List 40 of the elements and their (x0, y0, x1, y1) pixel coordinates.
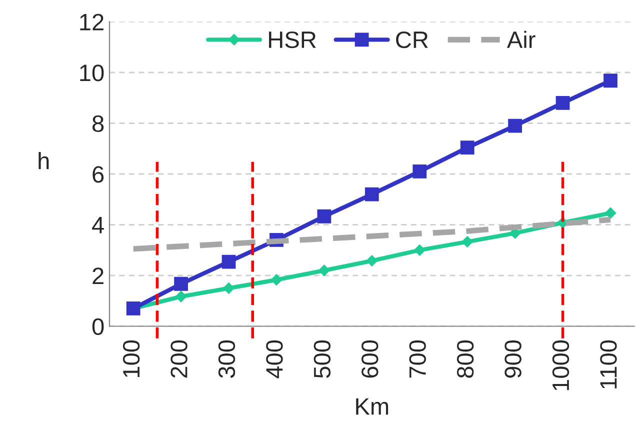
y-tick-label: 6 (92, 166, 104, 183)
point (270, 274, 282, 286)
point (364, 187, 379, 202)
point (174, 276, 188, 291)
legend-label: HSR (269, 31, 316, 48)
x-tick-label: 400 (266, 340, 283, 378)
x-tick-label: 500 (314, 340, 331, 378)
x-tick-label: 1000 (552, 340, 570, 390)
legend-label: CR (396, 31, 428, 48)
x-tick-label: 1100 (600, 340, 617, 388)
y-tick-label: 4 (92, 217, 104, 234)
y-tick-label: 10 (80, 64, 104, 82)
y-axis-title: h (38, 152, 49, 170)
point (317, 209, 332, 224)
point (412, 164, 427, 178)
point (604, 74, 618, 88)
x-tick-label: 200 (170, 340, 188, 378)
x-tick-label: 300 (218, 340, 236, 378)
point (222, 254, 236, 269)
point (318, 264, 330, 276)
x-tick-label: 900 (504, 340, 522, 378)
point (604, 207, 616, 219)
point (460, 140, 474, 155)
point (462, 236, 473, 248)
point (508, 118, 522, 133)
y-tick-label: 2 (92, 268, 104, 284)
y-tick-label: 12 (80, 14, 104, 30)
legend-label: Air (506, 30, 536, 48)
x-tick-label: 100 (122, 340, 140, 378)
point (414, 244, 426, 256)
point (556, 96, 570, 110)
y-tick-label: 8 (92, 115, 104, 132)
point (366, 255, 378, 266)
x-tick-label: 700 (409, 340, 426, 378)
y-tick-label: 0 (92, 318, 104, 336)
x-tick-label: 600 (362, 340, 378, 378)
point (175, 290, 187, 302)
x-axis-title: Km (356, 398, 388, 415)
point (223, 282, 234, 294)
x-tick-label: 800 (456, 340, 474, 378)
